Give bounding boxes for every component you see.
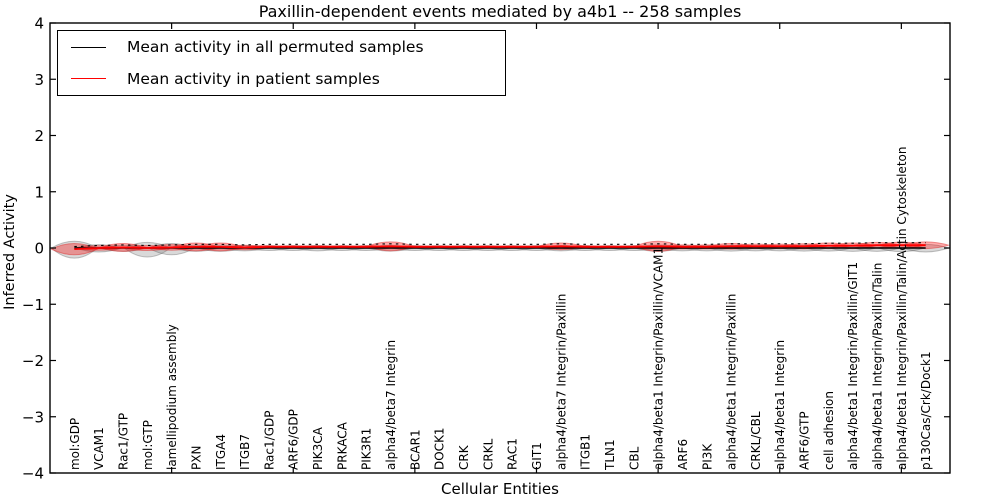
x-category-label: cell adhesion — [822, 391, 836, 470]
y-tick-label: 2 — [34, 127, 44, 145]
x-category-label: mol:GTP — [141, 420, 155, 470]
y-tick-label: −2 — [22, 352, 44, 370]
x-category-label: ARF6/GTP — [798, 411, 812, 470]
x-category-label: alpha4/beta7 Integrin/Paxillin — [554, 294, 568, 470]
patient-line-swatch — [71, 78, 106, 80]
x-category-label: CRKL — [481, 438, 495, 470]
y-tick-label: 3 — [34, 71, 44, 89]
permuted-line-swatch — [71, 46, 106, 48]
y-tick-label: −3 — [22, 408, 44, 426]
x-category-label: ITGB1 — [579, 434, 593, 470]
x-category-label: alpha4/beta1 Integrin/Paxillin — [725, 294, 739, 470]
x-category-label: p130Cas/Crk/Dock1 — [919, 351, 933, 470]
x-category-label: alpha4/beta1 Integrin — [773, 340, 787, 470]
y-tick-label: 1 — [34, 183, 44, 201]
x-category-label: PIK3CA — [311, 426, 325, 470]
legend-label-patient: Mean activity in patient samples — [127, 69, 380, 88]
x-category-label: ARF6/GDP — [287, 409, 301, 470]
x-axis-label: Cellular Entities — [441, 480, 559, 498]
x-category-label: ARF6 — [676, 439, 690, 470]
x-category-label: PI3K — [700, 443, 714, 470]
x-category-label: Rac1/GTP — [116, 413, 130, 470]
x-category-label: CRK — [457, 444, 471, 470]
x-category-label: alpha4/beta1 Integrin/Paxillin/VCAM1 — [652, 247, 666, 470]
x-category-label: ITGA4 — [214, 434, 228, 470]
x-category-label: PIK3R1 — [360, 428, 374, 470]
x-category-label: CBL — [627, 446, 641, 470]
y-tick-label: 0 — [34, 240, 44, 258]
x-category-label: Rac1/GDP — [262, 411, 276, 470]
chart-title: Paxillin-dependent events mediated by a4… — [258, 2, 742, 21]
legend-label-permuted: Mean activity in all permuted samples — [127, 38, 424, 57]
x-category-label: TLN1 — [603, 439, 617, 471]
legend-entry-permuted: Mean activity in all permuted samples — [58, 32, 505, 62]
x-category-label: PRKACA — [335, 421, 349, 470]
x-category-label: DOCK1 — [433, 427, 447, 470]
y-tick-label: −1 — [22, 296, 44, 314]
legend-box: Mean activity in all permuted samples Me… — [57, 30, 506, 96]
x-category-label: PXN — [189, 446, 203, 470]
x-category-label: lamellipodium assembly — [165, 324, 179, 470]
x-category-label: RAC1 — [506, 438, 520, 470]
dashed-marker-line — [74, 242, 926, 248]
x-category-label: CRKL/CBL — [749, 411, 763, 470]
y-tick-label: 4 — [34, 15, 44, 33]
x-category-label: ITGB7 — [238, 434, 252, 470]
x-category-label: alpha4/beta1 Integrin/Paxillin/GIT1 — [846, 262, 860, 470]
y-tick-label: −4 — [22, 465, 44, 483]
legend-entry-patient: Mean activity in patient samples — [58, 64, 505, 94]
x-category-label: alpha4/beta1 Integrin/Paxillin/Talin — [871, 263, 885, 470]
x-category-label: mol:GDP — [68, 418, 82, 470]
y-axis-label: Inferred Activity — [2, 194, 18, 310]
x-category-label: VCAM1 — [92, 427, 106, 470]
x-category-label: GIT1 — [530, 442, 544, 470]
x-category-label: alpha4/beta7 Integrin — [384, 340, 398, 470]
x-category-label: BCAR1 — [408, 429, 422, 470]
x-category-label: alpha4/beta1 Integrin/Paxillin/Talin/Act… — [895, 147, 909, 470]
mean-line-patient — [74, 244, 926, 251]
